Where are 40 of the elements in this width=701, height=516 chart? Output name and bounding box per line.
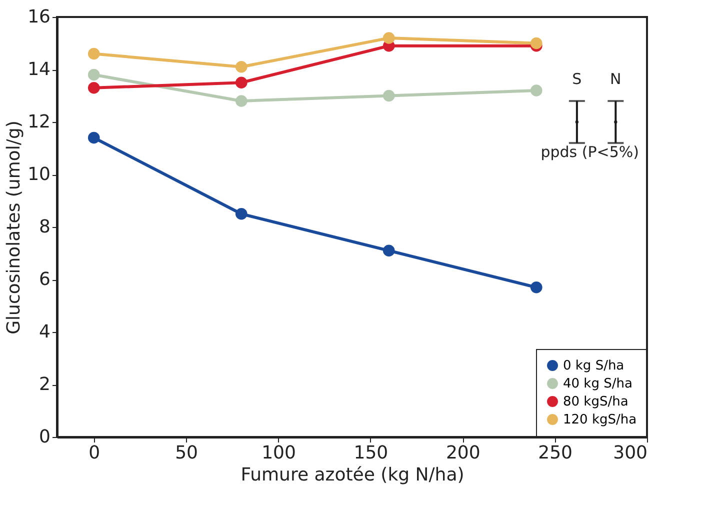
legend-label: 80 kgS/ha (563, 394, 628, 410)
point (88, 68, 100, 81)
x-tick-label: 50 (175, 442, 198, 464)
point (235, 60, 248, 73)
point (235, 95, 248, 107)
y-tick-label: 10 (28, 164, 50, 185)
y-tick-label: 12 (28, 112, 50, 132)
point (614, 120, 618, 124)
point (88, 48, 100, 60)
text: N (610, 70, 622, 88)
legend-label: 120 kgS/ha (563, 412, 637, 428)
y-tick-label: 6 (39, 269, 50, 290)
point (88, 132, 100, 144)
text: S (572, 70, 582, 88)
x-tick-label: 100 (262, 442, 296, 464)
x-tick-label: 300 (613, 442, 648, 464)
point (382, 90, 395, 102)
x-axis-title: Fumure azotée (kg N/ha) (240, 464, 464, 486)
x-tick-label: 0 (88, 442, 100, 464)
legend-label: 0 kg S/ha (563, 358, 624, 374)
y-tick-label: 16 (28, 6, 50, 28)
point (235, 208, 248, 220)
y-axis-title: Glucosinolates (umol/g) (4, 120, 25, 334)
y-tick-label: 2 (39, 374, 50, 395)
y-tick-label: 0 (39, 426, 50, 448)
legend-label: 40 kg S/ha (563, 376, 632, 392)
point (530, 37, 542, 50)
y-tick-label: 14 (28, 59, 50, 80)
y-tick-label: 8 (39, 216, 50, 238)
point (530, 281, 542, 294)
point (235, 76, 248, 89)
point (88, 82, 100, 94)
x-tick-label: 250 (538, 442, 572, 464)
x-tick-label: 150 (354, 442, 388, 464)
point (382, 32, 395, 44)
point (530, 84, 542, 96)
point (382, 244, 395, 257)
x-tick-label: 200 (446, 442, 480, 464)
y-tick-label: 4 (39, 322, 50, 342)
annotation: ppds (P<5%) (540, 143, 639, 161)
